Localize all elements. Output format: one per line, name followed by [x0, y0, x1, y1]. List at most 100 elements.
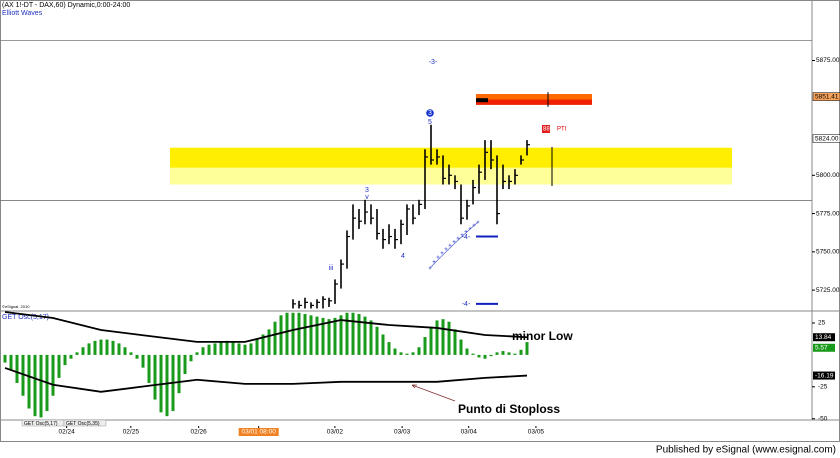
chart-subtitle: Elliott Waves [2, 10, 43, 17]
histogram-bar [447, 321, 451, 355]
y-tick-label: 5750.00 [816, 249, 840, 256]
histogram-bar [21, 354, 25, 396]
histogram-bar [303, 314, 307, 355]
histogram-bar [183, 354, 187, 375]
chart-title: (AX 1!-DT - DAX,60) Dynamic,0:00-24:00 [2, 2, 130, 9]
histogram-bar [321, 317, 325, 355]
histogram-bar [33, 354, 37, 417]
histogram-bar [393, 348, 397, 355]
histogram-bar [75, 352, 79, 355]
wave-badge [426, 109, 434, 117]
annotation: 3 [365, 187, 369, 194]
y-tick-label: -25 [818, 384, 828, 391]
histogram-bar [405, 353, 409, 355]
histogram-bar [213, 343, 217, 355]
histogram-bar [435, 320, 439, 355]
histogram-bar [273, 321, 277, 355]
histogram-bar [243, 344, 247, 355]
annotation-curve [428, 220, 480, 270]
histogram-bar [3, 354, 7, 363]
histogram-bar [453, 329, 457, 355]
histogram-bar [93, 340, 97, 355]
histogram-bar [291, 312, 295, 355]
footer: Published by eSignal (www.esignal.com) [656, 445, 836, 456]
histogram-bar [351, 312, 355, 355]
annotation: iii [329, 265, 334, 272]
histogram-bar [459, 339, 463, 355]
histogram-bar [387, 342, 391, 355]
histogram-bar [249, 343, 253, 355]
osc-marker [813, 371, 835, 380]
x-tick-highlight [238, 428, 279, 436]
histogram-bar [255, 339, 259, 355]
histogram-bar [225, 340, 229, 355]
x-tick-label: 03/02 [327, 429, 344, 436]
tab-label: GET Osc(5,35) [66, 421, 100, 427]
annotation: -4- [462, 234, 471, 241]
histogram-bar [189, 354, 193, 362]
histogram-bar [129, 352, 133, 355]
tab [63, 419, 107, 427]
histogram-bar [315, 316, 319, 355]
y-tick-label: 5775.00 [816, 210, 840, 217]
histogram-bar [207, 344, 211, 355]
pti-badge [542, 125, 550, 133]
x-tick-label: 03/01 08:00 [241, 429, 276, 436]
histogram-bar [279, 315, 283, 355]
y-tick-label: 5875.00 [816, 57, 840, 64]
x-tick-label: 03/05 [528, 429, 545, 436]
histogram-bar [117, 343, 121, 355]
price-marker-label: 5851.41 [815, 93, 839, 100]
histogram-bar [429, 326, 433, 355]
osc-marker-label: 13.84 [815, 334, 832, 341]
x-tick-label: 02/26 [191, 429, 208, 436]
histogram-bar [147, 354, 151, 383]
histogram-bar [15, 354, 19, 383]
histogram-bar [261, 334, 265, 355]
annotation: 5 [428, 119, 432, 126]
histogram-bar [495, 352, 499, 355]
x-tick-label: 02/25 [123, 429, 140, 436]
histogram-bar [333, 317, 337, 355]
osc-line [4, 367, 528, 393]
histogram-bar [417, 347, 421, 355]
histogram-bar [111, 340, 115, 355]
histogram-bar [471, 353, 475, 355]
histogram-bar [411, 352, 415, 355]
annotation: 4 [401, 253, 405, 260]
histogram-bar [477, 354, 481, 358]
histogram-bar [153, 354, 157, 400]
histogram-bar [87, 343, 91, 355]
osc-marker-label: 5.57 [815, 345, 828, 352]
histogram-bar [501, 351, 505, 355]
histogram-bar [345, 312, 349, 355]
histogram-bar [441, 319, 445, 355]
histogram-bar [219, 342, 223, 355]
histogram-bar [165, 354, 169, 417]
copyright: ©eSignal, 2010 [2, 304, 30, 309]
target-bar-start [476, 98, 488, 103]
histogram-bar [63, 354, 67, 366]
y-tick-label: -50 [818, 415, 828, 422]
histogram-bar [135, 354, 139, 359]
histogram-bar [69, 354, 73, 359]
target-bar-top [476, 94, 592, 100]
histogram-bar [327, 319, 331, 355]
annotation: PTI [557, 127, 567, 133]
histogram-bar [483, 354, 487, 359]
price-marker [812, 134, 840, 143]
histogram-bar [267, 329, 271, 355]
histogram-bar [9, 354, 13, 371]
histogram-bar [339, 315, 343, 355]
histogram-bar [141, 354, 145, 368]
histogram-bar [519, 349, 523, 355]
osc-marker-label: -16.19 [815, 372, 834, 379]
histogram-bar [51, 354, 55, 396]
histogram-bar [231, 342, 235, 355]
zone-core [170, 147, 732, 168]
histogram-bar [27, 354, 31, 409]
target-bar [476, 94, 592, 105]
histogram-bar [513, 353, 517, 355]
x-tick-label: 02/24 [58, 429, 75, 436]
